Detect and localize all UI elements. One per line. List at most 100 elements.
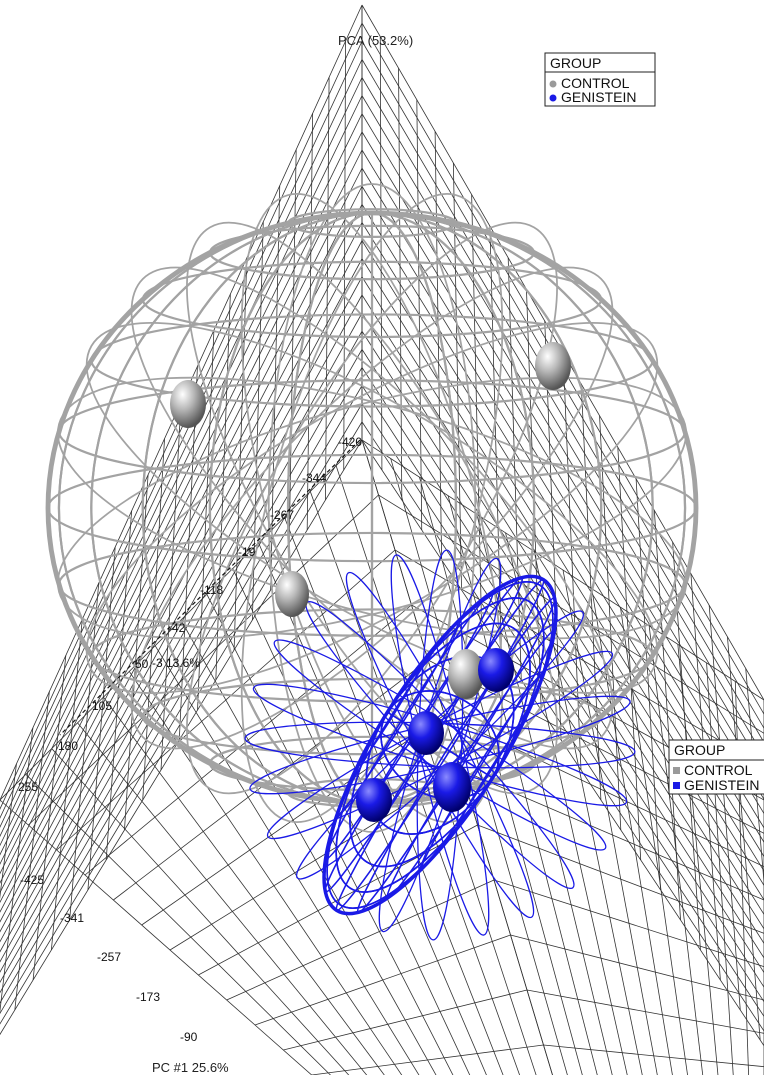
genistein-point: [433, 762, 471, 812]
grid-line: [361, 77, 764, 758]
pc2-tick-labels: -420 -344 -267 -19 -118 -42 50 105 180 2…: [18, 435, 362, 794]
pc2-tick: -118: [200, 583, 223, 597]
control-ring: [85, 322, 659, 694]
pc2-tick: 50: [135, 657, 149, 671]
control-parallel: [90, 313, 654, 408]
grid-line: [361, 95, 764, 772]
grid-line: [0, 439, 363, 1036]
pc1-tick: -341: [60, 911, 84, 925]
control-parallel: [141, 260, 603, 339]
control-ring: [186, 221, 558, 795]
grid-line: [0, 385, 363, 1004]
grid-line: [745, 668, 764, 887]
left-wall: [0, 4, 363, 1036]
control-parallel: [46, 453, 698, 563]
control-parallel: [208, 224, 536, 281]
legend-marker-genistein: [673, 782, 680, 789]
grid-line: [0, 294, 363, 953]
grid-line: [0, 167, 363, 884]
grid-line: [361, 349, 764, 974]
grid-line: [361, 59, 764, 744]
pc2-tick: -19: [238, 545, 256, 559]
grid-line: [0, 331, 363, 973]
control-point: [448, 649, 484, 699]
grid-line: [283, 989, 528, 1051]
grid-line: [0, 240, 363, 923]
genistein-point: [408, 711, 444, 755]
pc2-tick: -344: [302, 471, 326, 485]
legend-box: [668, 739, 764, 795]
pc2-tick: 255: [18, 780, 38, 794]
grid-line: [0, 204, 363, 904]
pc2-tick: 105: [92, 699, 112, 713]
pc2-axis-label: -3 13.6%: [152, 656, 200, 670]
grid-line: [311, 1044, 544, 1075]
control-point: [170, 380, 206, 428]
grid-line: [0, 312, 363, 963]
grid-line: [361, 240, 764, 887]
legend-marker-genistein: [549, 94, 557, 102]
control-ring: [267, 183, 477, 833]
pc1-tick: -173: [136, 990, 160, 1004]
grid-line: [56, 549, 396, 851]
grid-line: [0, 131, 363, 865]
legend-box: [544, 52, 656, 107]
grid-line: [28, 494, 379, 826]
legend-item-control: CONTROL: [561, 75, 630, 91]
control-ring: [85, 322, 659, 694]
control-parallel: [141, 677, 603, 756]
genistein-parallel: [457, 724, 523, 829]
legend-item-genistein: GENISTEIN: [561, 89, 636, 105]
genistein-ring: [252, 683, 628, 807]
pc2-tick: -420: [338, 435, 362, 449]
genistein-ring: [273, 639, 607, 851]
pc2-axis-line: [59, 439, 361, 736]
legend-title: GROUP: [550, 55, 601, 71]
grid-line: [427, 659, 764, 834]
control-parallel: [287, 208, 457, 238]
grid-line: [677, 644, 719, 1075]
pc1-axis-label: PC #1 25.6%: [152, 1060, 229, 1075]
grid-line: [141, 714, 445, 926]
grid-line: [526, 989, 764, 1034]
chart-title: PCA (53.2%): [338, 33, 413, 48]
genistein-point: [478, 648, 514, 692]
grid-line: [0, 403, 363, 1015]
grid-line: [0, 186, 363, 894]
grid-line: [361, 167, 764, 829]
legend-marker-control: [549, 80, 557, 88]
pc1-tick: -90: [180, 1030, 198, 1044]
control-ring: [57, 376, 687, 640]
grid-line: [510, 934, 764, 1001]
control-point: [275, 571, 309, 617]
control-ring: [130, 266, 614, 750]
grid-line: [0, 222, 363, 913]
grid-line: [0, 258, 363, 933]
grid-line: [460, 769, 764, 901]
pc2-tick: -42: [168, 621, 186, 635]
legend-right: GROUP CONTROL GENISTEIN: [668, 739, 764, 795]
grid-line: [226, 879, 495, 1001]
grid-line: [361, 385, 764, 1003]
grid-line: [84, 604, 412, 876]
pc2-tick: -267: [270, 508, 294, 522]
legend-item-genistein: GENISTEIN: [684, 777, 759, 793]
control-ring: [57, 376, 687, 640]
grid-line: [493, 879, 764, 968]
pc1-tick-labels: -425 -341 -257 -173 -90: [20, 873, 198, 1044]
genistein-ring: [345, 571, 535, 919]
genistein-point: [356, 778, 392, 822]
legend-marker-control: [673, 767, 680, 774]
control-point: [535, 342, 571, 390]
genistein-parallel: [386, 629, 556, 899]
grid-line: [0, 421, 363, 1025]
grid-line: [543, 1044, 764, 1068]
genistein-parallel: [357, 661, 423, 766]
control-parallel: [57, 379, 687, 485]
control-parallel: [57, 531, 687, 637]
grid-line: [254, 934, 511, 1026]
grid-line: [0, 77, 363, 837]
grid-line: [198, 824, 478, 976]
